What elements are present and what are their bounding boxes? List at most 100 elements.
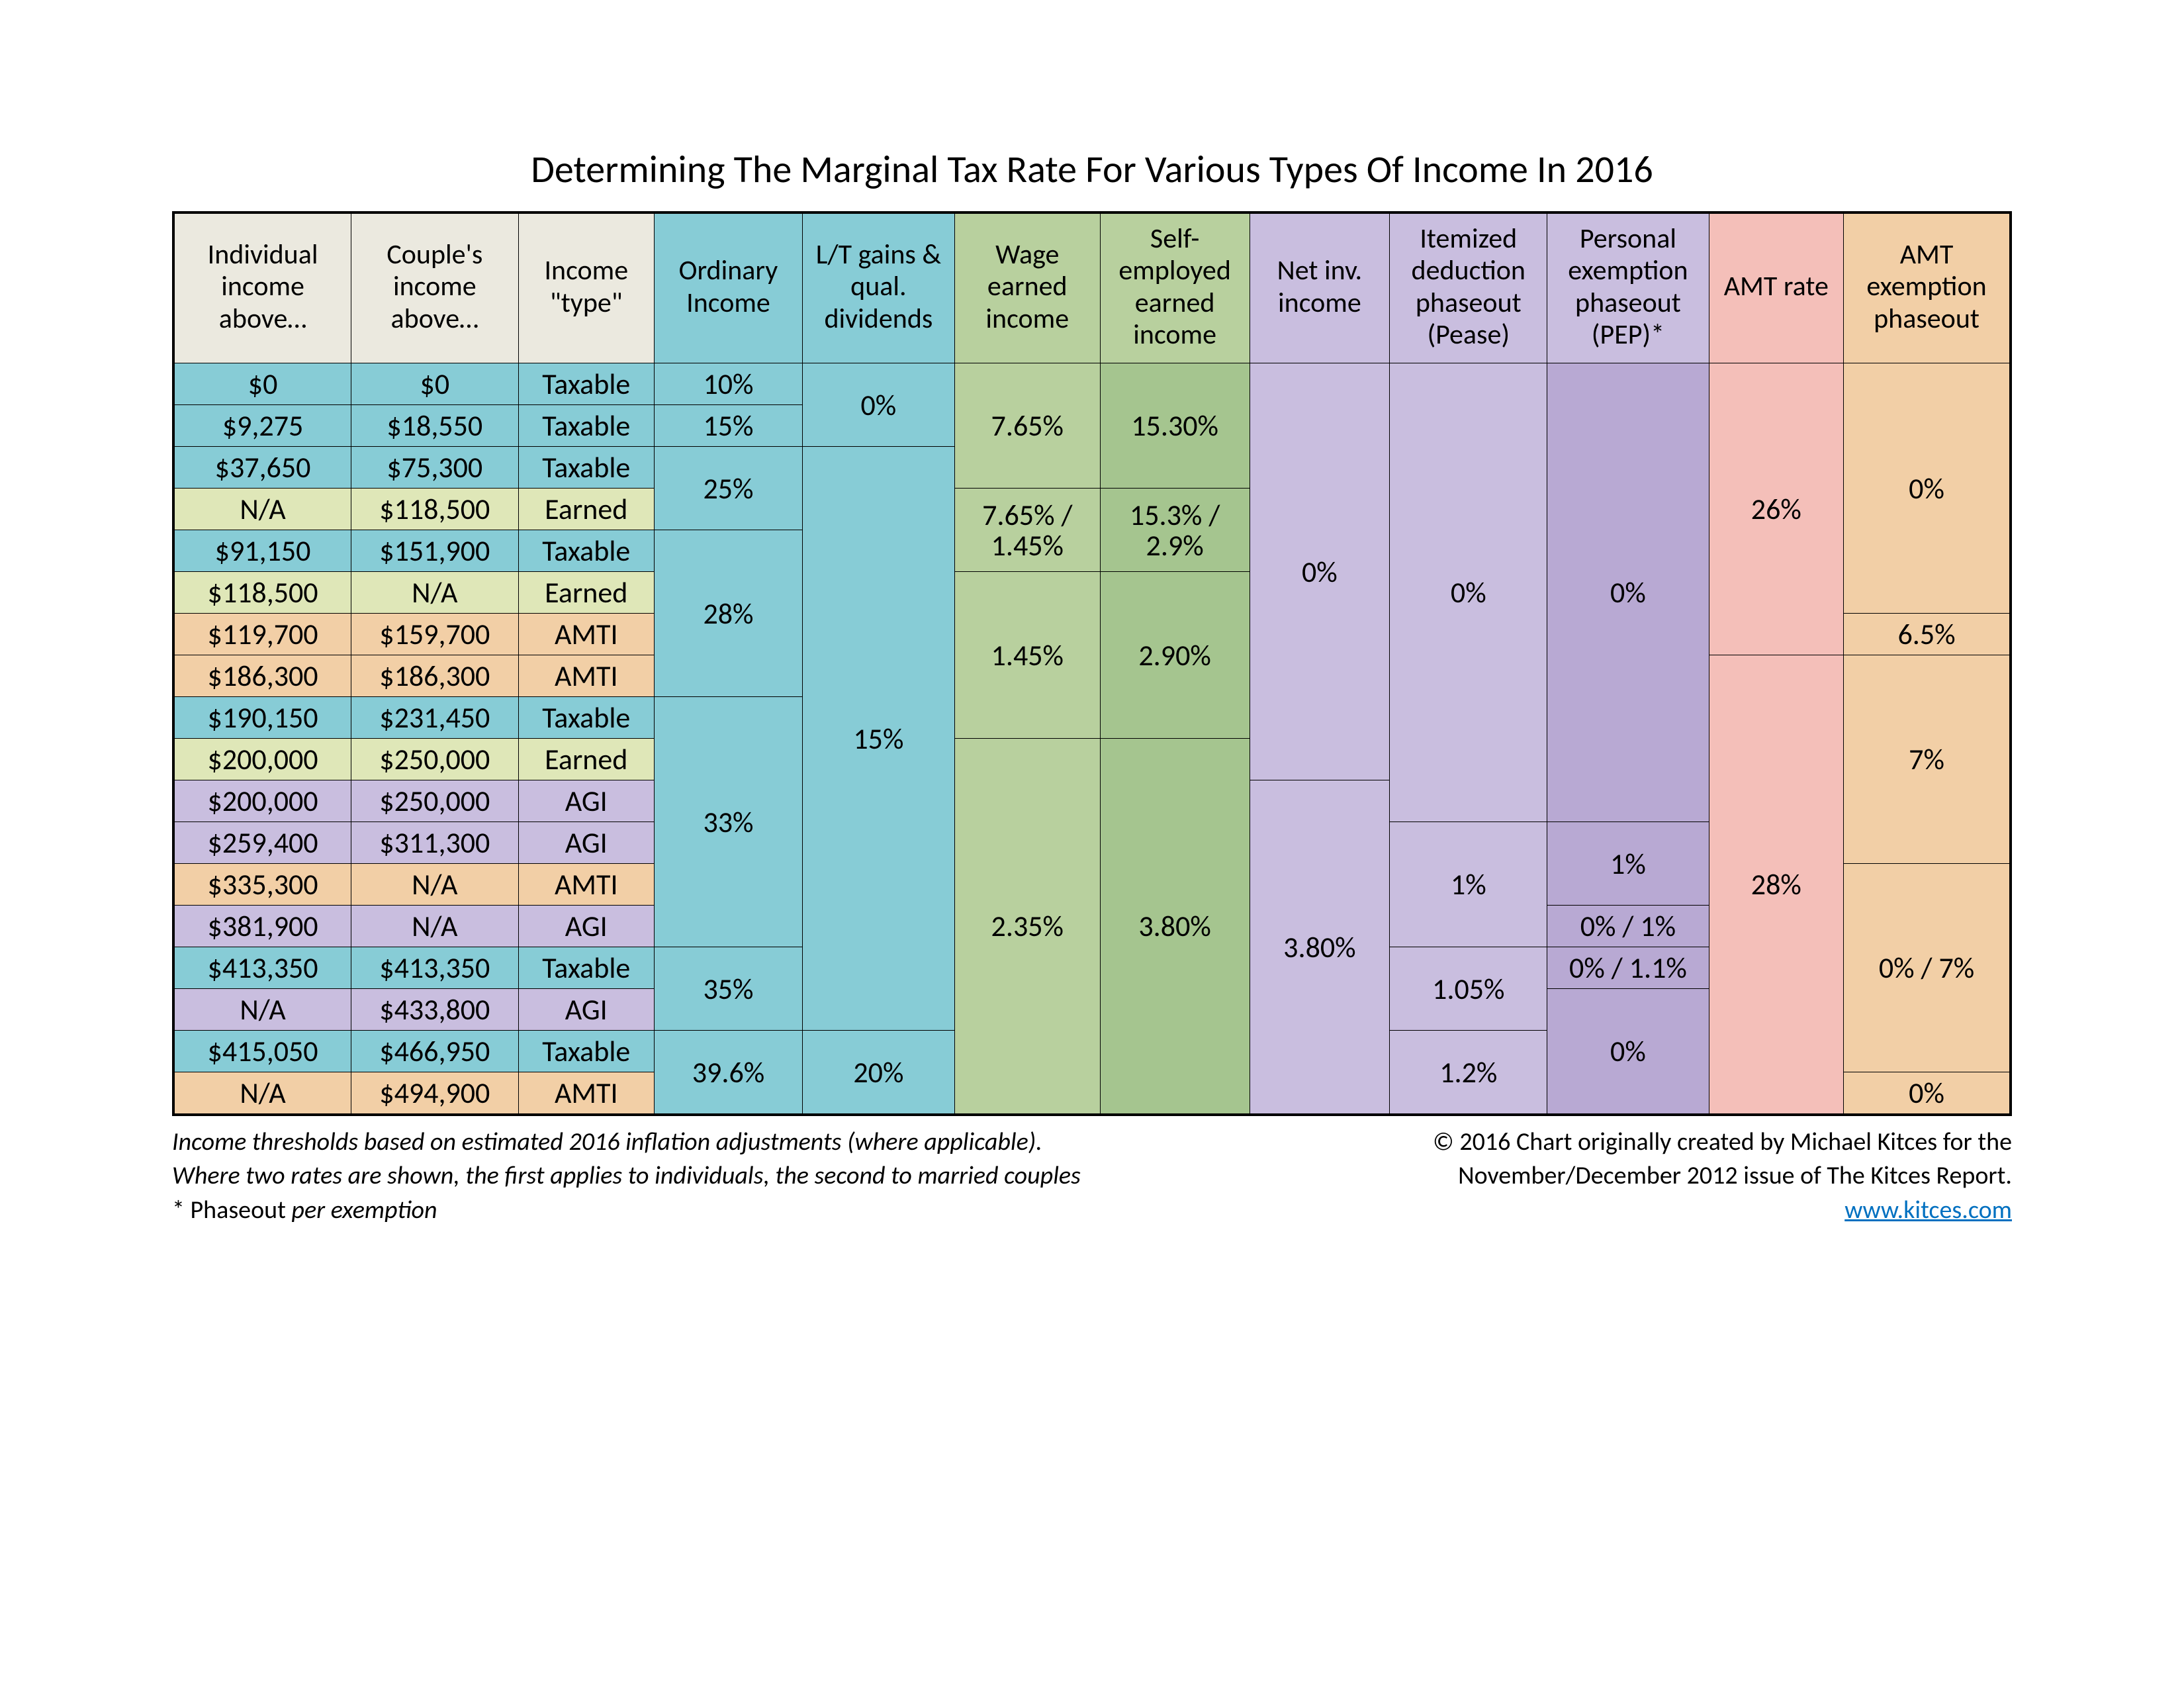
cell-rate: 0% / 1% — [1547, 906, 1709, 947]
cell-individual-income: $91,150 — [173, 530, 351, 572]
cell-couple-income: $413,350 — [351, 947, 518, 989]
cell-couple-income: $151,900 — [351, 530, 518, 572]
column-header: Wage earned income — [954, 212, 1100, 363]
cell-couple-income: N/A — [351, 864, 518, 906]
cell-rate: 0% — [1844, 1072, 2011, 1115]
cell-rate: 0% — [1547, 363, 1709, 822]
column-header: Net inv. income — [1250, 212, 1390, 363]
cell-couple-income: $118,500 — [351, 489, 518, 530]
cell-couple-income: $250,000 — [351, 780, 518, 822]
cell-individual-income: $200,000 — [173, 780, 351, 822]
cell-income-type: AGI — [518, 906, 655, 947]
footnote-line-2-right: November/December 2012 issue of The Kitc… — [1458, 1159, 2012, 1193]
cell-rate: 1.2% — [1390, 1031, 1547, 1115]
cell-rate: 0% — [1547, 989, 1709, 1115]
cell-individual-income: $259,400 — [173, 822, 351, 864]
cell-couple-income: $0 — [351, 363, 518, 405]
cell-individual-income: $415,050 — [173, 1031, 351, 1072]
cell-income-type: Earned — [518, 489, 655, 530]
cell-income-type: Taxable — [518, 447, 655, 489]
column-header: Couple's income above… — [351, 212, 518, 363]
cell-income-type: AGI — [518, 822, 655, 864]
cell-rate: 35% — [655, 947, 803, 1031]
footnote-phaseout-prefix: * Phaseout — [172, 1195, 291, 1225]
page-title: Determining The Marginal Tax Rate For Va… — [172, 146, 2012, 193]
cell-rate: 0% — [802, 363, 954, 447]
cell-rate: 10% — [655, 363, 803, 405]
cell-rate: 33% — [655, 697, 803, 947]
column-header: L/T gains & qual. dividends — [802, 212, 954, 363]
cell-couple-income: $311,300 — [351, 822, 518, 864]
cell-rate: 1% — [1547, 822, 1709, 906]
cell-individual-income: N/A — [173, 489, 351, 530]
footnote-line-3-left: * Phaseout per exemption — [172, 1194, 437, 1227]
footnote-line-3-right: www.kitces.com — [1844, 1194, 2012, 1227]
column-header: Ordinary Income — [655, 212, 803, 363]
cell-rate: 0% / 1.1% — [1547, 947, 1709, 989]
cell-rate: 6.5% — [1844, 614, 2011, 655]
cell-income-type: Taxable — [518, 1031, 655, 1072]
cell-rate: 1% — [1390, 822, 1547, 947]
cell-couple-income: N/A — [351, 572, 518, 614]
cell-income-type: AMTI — [518, 614, 655, 655]
cell-individual-income: $335,300 — [173, 864, 351, 906]
cell-individual-income: $381,900 — [173, 906, 351, 947]
cell-individual-income: $9,275 — [173, 405, 351, 447]
source-link[interactable]: www.kitces.com — [1844, 1195, 2012, 1225]
cell-rate: 1.05% — [1390, 947, 1547, 1031]
cell-individual-income: N/A — [173, 989, 351, 1031]
cell-income-type: Taxable — [518, 530, 655, 572]
cell-income-type: AGI — [518, 989, 655, 1031]
cell-income-type: Taxable — [518, 405, 655, 447]
cell-rate: 20% — [802, 1031, 954, 1115]
cell-rate: 2.35% — [954, 739, 1100, 1115]
column-header: Self-employed earned income — [1100, 212, 1250, 363]
cell-individual-income: N/A — [173, 1072, 351, 1115]
cell-individual-income: $0 — [173, 363, 351, 405]
cell-rate: 15.3% /2.9% — [1100, 489, 1250, 572]
cell-rate: 0% — [1250, 363, 1390, 780]
cell-rate: 7.65% — [954, 363, 1100, 489]
cell-rate: 2.90% — [1100, 572, 1250, 739]
cell-income-type: Taxable — [518, 363, 655, 405]
cell-rate: 15% — [655, 405, 803, 447]
footnote-line-1-left: Income thresholds based on estimated 201… — [172, 1125, 1042, 1159]
footnote-line-1-right: © 2016 Chart originally created by Micha… — [1433, 1125, 2012, 1159]
cell-couple-income: $231,450 — [351, 697, 518, 739]
cell-individual-income: $200,000 — [173, 739, 351, 780]
cell-income-type: Earned — [518, 572, 655, 614]
cell-rate: 7% — [1844, 655, 2011, 864]
page: Determining The Marginal Tax Rate For Va… — [0, 0, 2184, 1688]
cell-rate: 28% — [655, 530, 803, 697]
footnote-phaseout-ital: per exemption — [291, 1195, 437, 1225]
cell-couple-income: $250,000 — [351, 739, 518, 780]
cell-income-type: AMTI — [518, 1072, 655, 1115]
column-header: AMT rate — [1709, 212, 1844, 363]
cell-rate: 1.45% — [954, 572, 1100, 739]
cell-couple-income: $494,900 — [351, 1072, 518, 1115]
cell-rate: 3.80% — [1100, 739, 1250, 1115]
footnote-line-2-left: Where two rates are shown, the first app… — [172, 1159, 1081, 1193]
cell-individual-income: $186,300 — [173, 655, 351, 697]
cell-individual-income: $37,650 — [173, 447, 351, 489]
footnotes: Income thresholds based on estimated 201… — [172, 1125, 2012, 1227]
cell-rate: 0% / 7% — [1844, 864, 2011, 1072]
cell-couple-income: $433,800 — [351, 989, 518, 1031]
cell-rate: 25% — [655, 447, 803, 530]
cell-income-type: Earned — [518, 739, 655, 780]
cell-rate: 26% — [1709, 363, 1844, 655]
table-row: $0$0Taxable10%0%7.65%15.30%0%0%0%26%0% — [173, 363, 2011, 405]
cell-income-type: AGI — [518, 780, 655, 822]
column-header: AMT exemption phaseout — [1844, 212, 2011, 363]
cell-rate: 28% — [1709, 655, 1844, 1115]
cell-rate: 3.80% — [1250, 780, 1390, 1115]
cell-rate: 7.65% /1.45% — [954, 489, 1100, 572]
cell-rate: 0% — [1844, 363, 2011, 614]
cell-couple-income: $18,550 — [351, 405, 518, 447]
column-header: Itemized deduction phaseout (Pease) — [1390, 212, 1547, 363]
cell-couple-income: $159,700 — [351, 614, 518, 655]
cell-couple-income: $186,300 — [351, 655, 518, 697]
cell-individual-income: $118,500 — [173, 572, 351, 614]
cell-rate: 15% — [802, 447, 954, 1031]
column-header: Individual income above… — [173, 212, 351, 363]
